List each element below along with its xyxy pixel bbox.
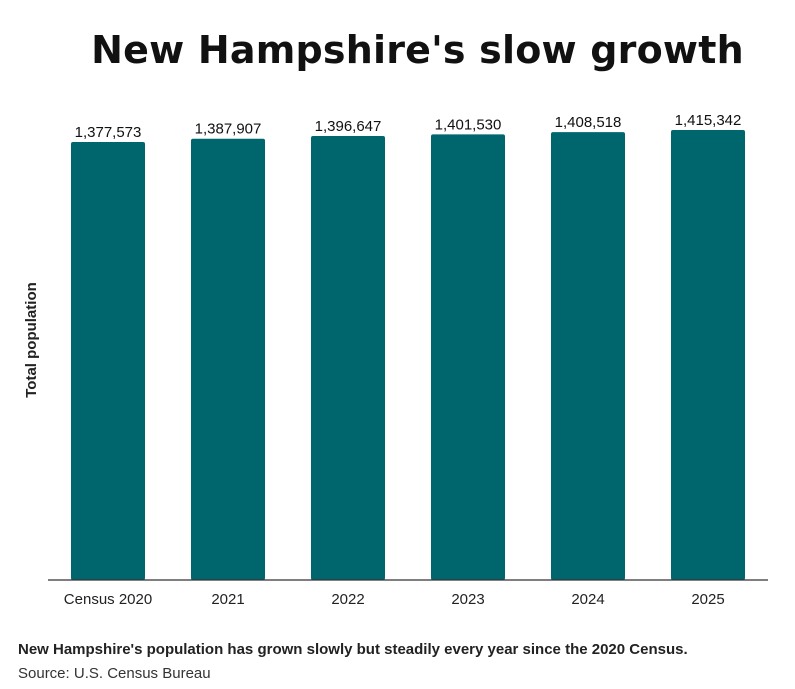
chart-title: New Hampshire's slow growth: [91, 28, 744, 72]
x-tick-label: 2025: [691, 591, 724, 608]
bar: [671, 130, 745, 580]
bar: [311, 135, 385, 580]
x-tick-labels-group: Census 2020 2021 2022 2023 2024 2025: [64, 591, 725, 608]
bar-value-label: 1,415,342: [675, 112, 742, 129]
bar-value-label: 1,377,573: [75, 124, 142, 141]
x-tick-label: Census 2020: [64, 591, 152, 608]
bar-value-label: 1,396,647: [315, 118, 382, 135]
x-tick-label: 2024: [571, 591, 604, 608]
value-labels-group: 1,377,573 1,387,907 1,396,647 1,401,530 1,40…: [75, 112, 742, 141]
bar-value-label: 1,401,530: [435, 116, 502, 133]
chart-caption: New Hampshire's population has grown slo…: [18, 641, 688, 658]
bar: [191, 138, 265, 580]
bar: [551, 132, 625, 580]
bar: [71, 142, 145, 581]
x-tick-label: 2021: [211, 591, 244, 608]
bars-group: [71, 130, 745, 581]
chart-source: Source: U.S. Census Bureau: [18, 665, 211, 682]
bar: [431, 134, 505, 580]
y-axis-label: Total population: [23, 282, 40, 398]
bar-value-label: 1,387,907: [195, 121, 262, 138]
x-tick-label: 2022: [331, 591, 364, 608]
x-tick-label: 2023: [451, 591, 484, 608]
bar-value-label: 1,408,518: [555, 114, 622, 131]
